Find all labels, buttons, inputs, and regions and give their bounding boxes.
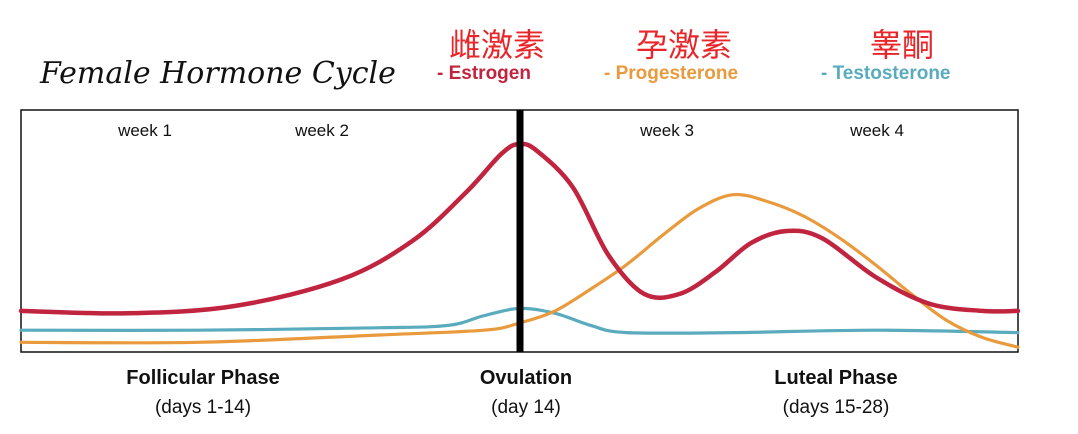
series-layer [18,141,1021,349]
week-3-label: week 3 [639,121,694,140]
week-labels: week 1 week 2 week 3 week 4 [117,121,904,140]
legend-estrogen-cn: 雌激素 [449,27,545,63]
phase-labels: Follicular Phase (days 1-14) Ovulation (… [126,367,897,418]
week-2-label: week 2 [294,121,349,140]
legend: 雌激素 孕激素 睾酮 - Estrogen - Progesterone - T… [437,27,951,84]
phase-follicular-name: Follicular Phase [126,367,279,389]
legend-progesterone-cn: 孕激素 [636,27,732,63]
phase-luteal-name: Luteal Phase [774,367,897,389]
week-4-label: week 4 [849,121,904,140]
series-line-estrogen [18,141,1021,316]
legend-progesterone: - Progesterone [604,63,738,84]
phase-luteal-days: (days 15-28) [783,397,890,418]
phase-follicular-days: (days 1-14) [155,397,251,418]
phase-ovulation-name: Ovulation [480,367,572,389]
legend-testosterone-cn: 睾酮 [870,27,934,63]
chart-title: Female Hormone Cycle [39,56,396,91]
series-line-testosterone [19,306,1020,335]
series-line-progesterone [19,192,1020,349]
legend-testosterone: - Testosterone [821,63,951,84]
week-1-label: week 1 [117,121,172,140]
legend-estrogen: - Estrogen [437,63,531,84]
phase-ovulation-days: (day 14) [491,397,561,418]
